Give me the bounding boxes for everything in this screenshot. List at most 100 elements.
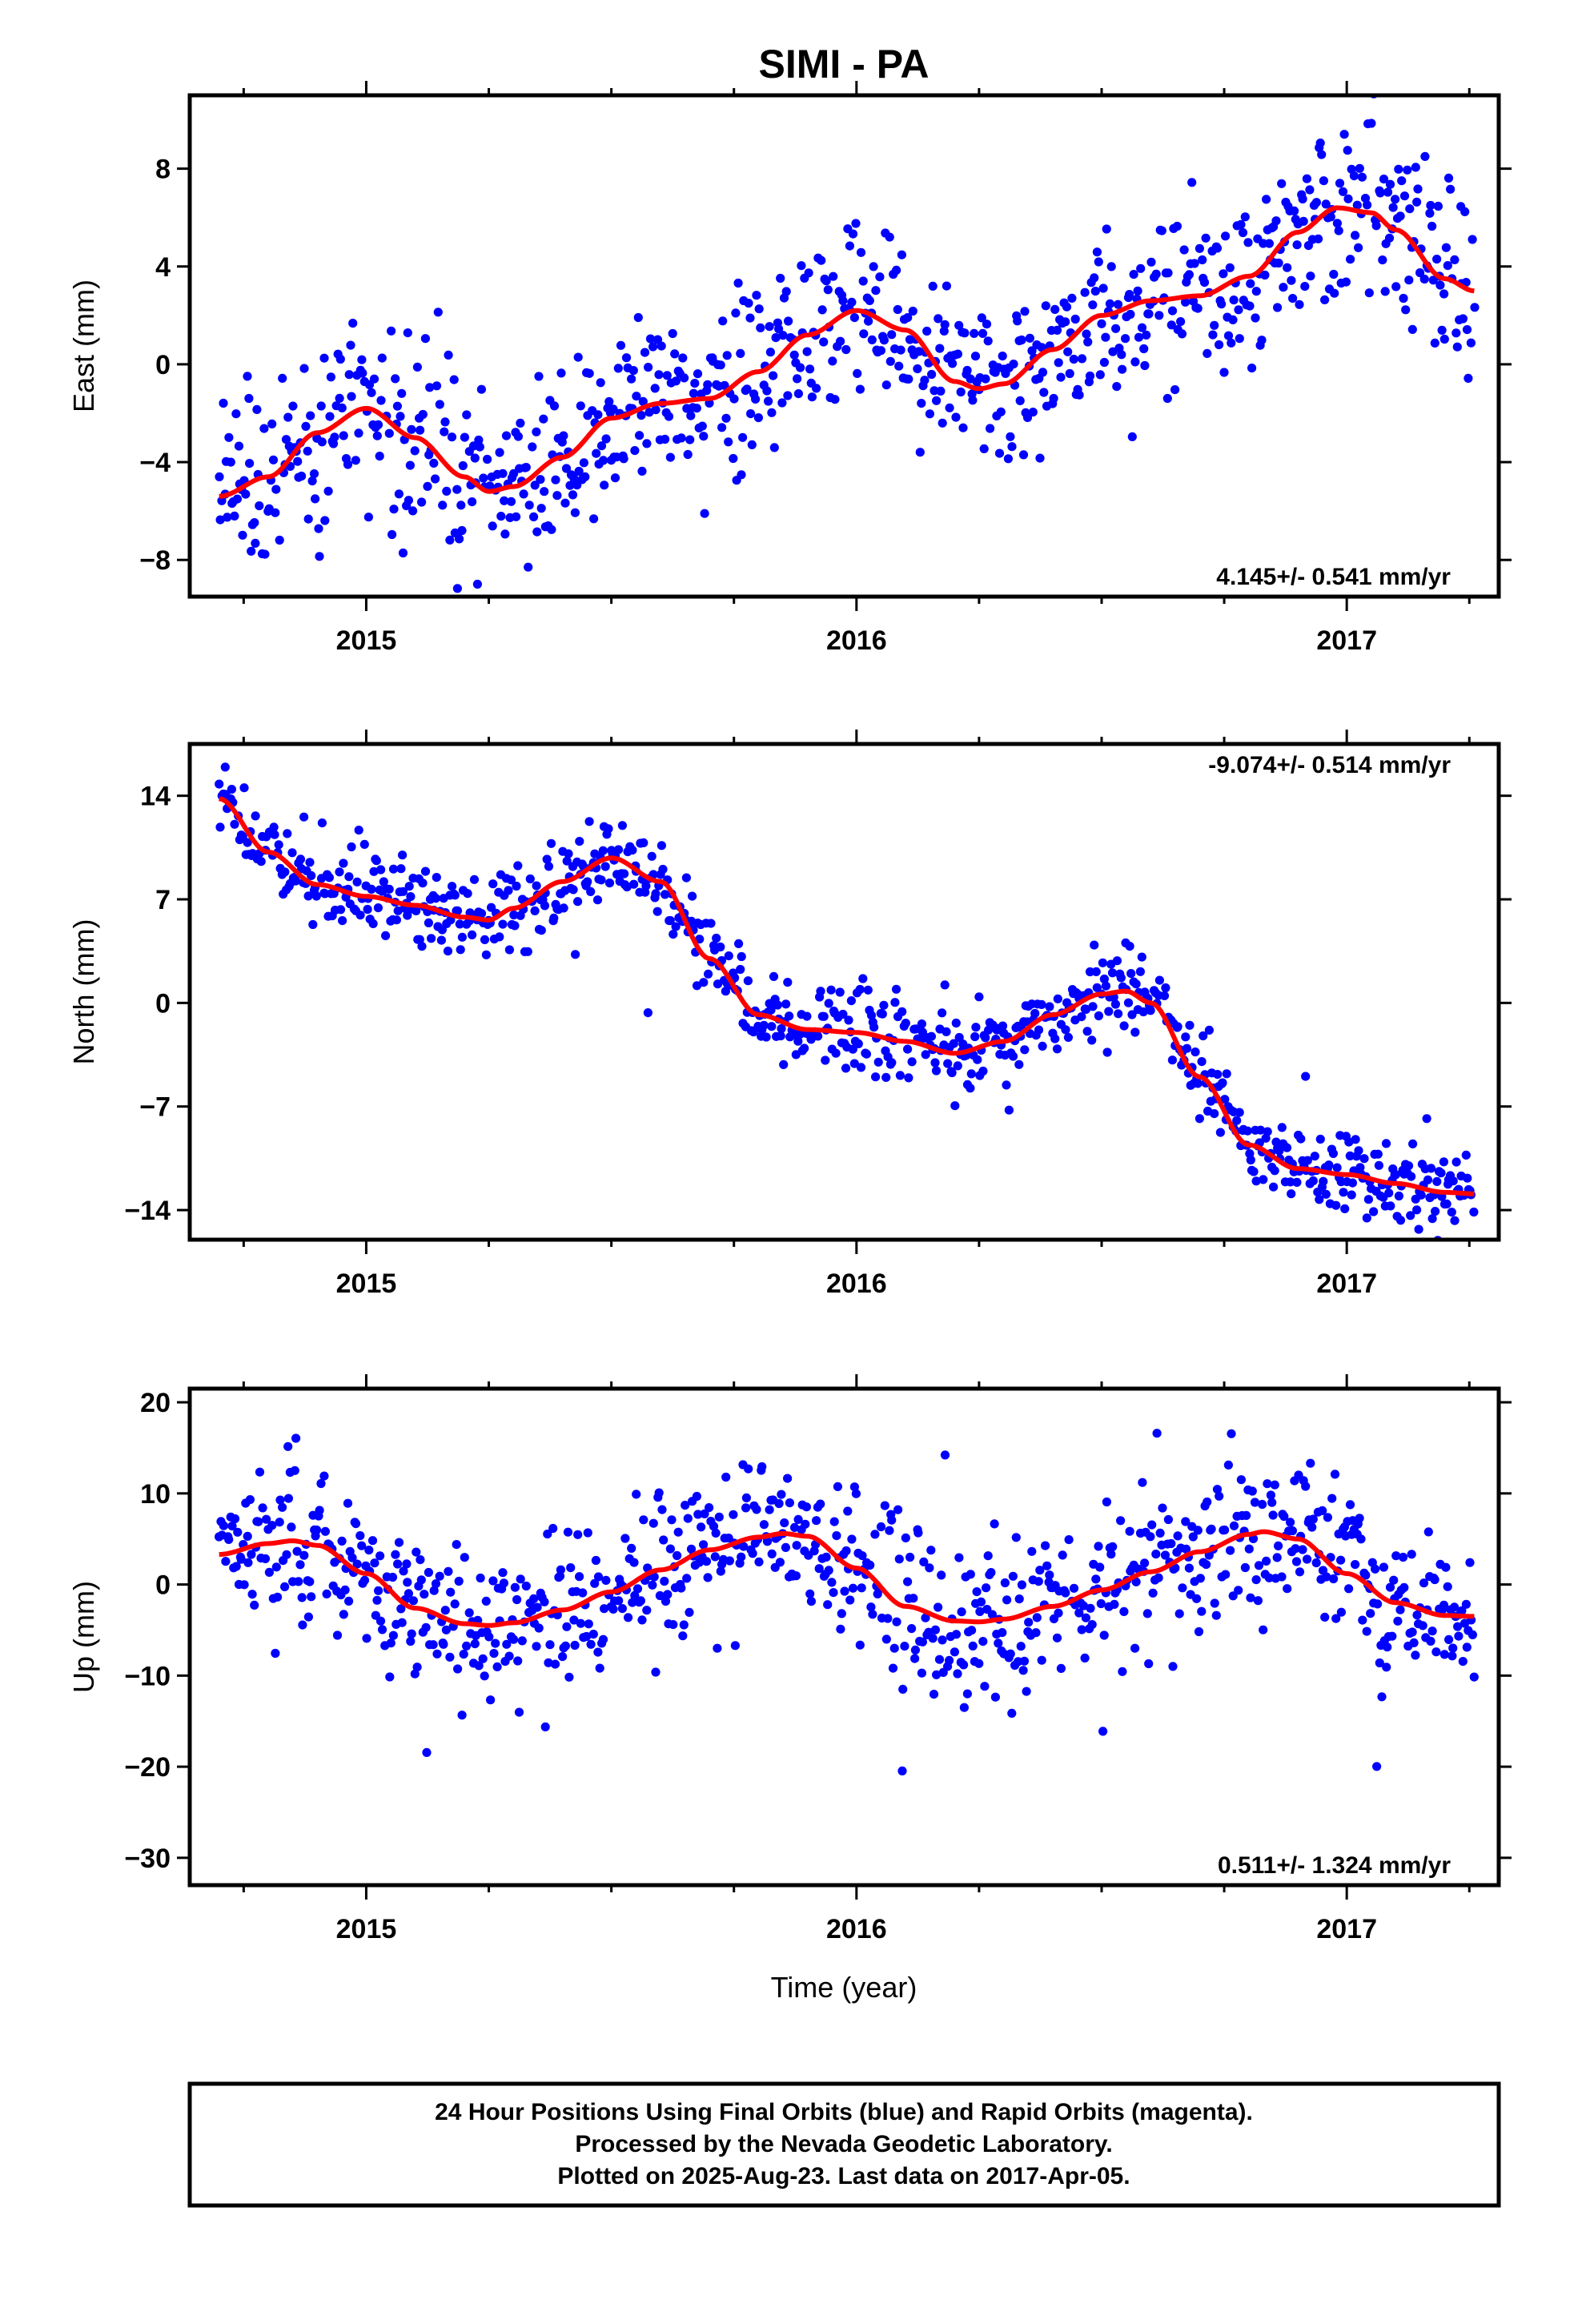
east-point: [226, 457, 235, 467]
north-y-tick-label: −14: [124, 1196, 171, 1226]
north-point: [542, 854, 552, 864]
up-point: [420, 1590, 429, 1599]
up-point: [1439, 1600, 1449, 1610]
north-point: [1412, 1205, 1422, 1215]
east-point: [1085, 371, 1095, 381]
east-point: [372, 431, 382, 440]
north-point: [938, 1008, 947, 1018]
up-point: [1272, 1553, 1282, 1562]
up-point: [636, 1596, 646, 1606]
east-point: [375, 452, 384, 461]
north-point: [564, 849, 573, 858]
up-point: [1450, 1602, 1460, 1612]
north-point: [476, 909, 487, 919]
east-point: [661, 434, 670, 444]
up-point: [521, 1581, 531, 1591]
east-point: [700, 509, 709, 518]
east-point: [1167, 306, 1178, 316]
east-point: [455, 534, 464, 544]
east-point: [506, 497, 516, 506]
up-point: [928, 1634, 938, 1643]
up-point: [1303, 1554, 1312, 1564]
east-point: [600, 480, 609, 490]
east-point: [830, 395, 840, 404]
up-point: [569, 1615, 579, 1625]
up-point: [754, 1557, 764, 1566]
east-point: [1260, 270, 1270, 280]
north-point: [1092, 983, 1102, 992]
up-point: [388, 1630, 398, 1640]
east-point: [1397, 176, 1407, 186]
east-point: [1311, 198, 1321, 207]
up-point: [1008, 1571, 1018, 1581]
east-y-tick-label: 4: [155, 252, 171, 283]
north-point: [1249, 1167, 1259, 1176]
east-point: [1367, 119, 1376, 128]
east-point: [245, 459, 255, 468]
up-point: [930, 1625, 940, 1634]
up-point: [934, 1602, 943, 1612]
east-point: [1354, 243, 1363, 252]
up-point: [649, 1572, 659, 1582]
up-point: [620, 1534, 630, 1543]
east-point: [804, 268, 813, 278]
east-point: [1426, 200, 1435, 211]
east-point: [433, 308, 443, 317]
north-point: [1381, 1139, 1391, 1148]
north-point: [1461, 1150, 1471, 1160]
east-point: [777, 398, 787, 408]
east-point: [255, 501, 264, 511]
east-point: [986, 424, 995, 433]
up-point: [275, 1518, 284, 1527]
east-point: [1157, 226, 1166, 235]
north-point: [766, 1005, 776, 1015]
up-point: [377, 1625, 387, 1634]
up-point: [876, 1522, 886, 1532]
east-point: [1154, 311, 1164, 320]
north-point: [1363, 1195, 1373, 1204]
up-point: [721, 1472, 731, 1482]
up-point: [1210, 1598, 1219, 1608]
up-point: [829, 1588, 838, 1598]
east-point: [1247, 364, 1257, 373]
north-point: [1331, 1200, 1341, 1210]
up-point: [544, 1658, 553, 1667]
north-point: [947, 1068, 957, 1078]
east-point: [1411, 163, 1420, 172]
footer-line-orbits: 24 Hour Positions Using Final Orbits (bl…: [435, 2099, 1253, 2125]
east-y-tick-label: 0: [155, 350, 171, 380]
east-point: [1298, 194, 1307, 204]
east-point: [592, 448, 601, 458]
east-point: [613, 364, 623, 373]
north-point: [463, 889, 472, 899]
up-point: [582, 1631, 592, 1642]
up-point: [1244, 1544, 1254, 1554]
up-point: [584, 1619, 593, 1629]
east-point: [1419, 274, 1429, 284]
north-point: [1246, 1155, 1255, 1165]
north-point: [1301, 1072, 1311, 1081]
up-point: [412, 1663, 422, 1672]
north-point: [656, 841, 667, 850]
north-point: [1102, 1047, 1112, 1057]
east-point: [637, 466, 647, 476]
east-point: [1443, 173, 1454, 183]
up-point: [657, 1505, 667, 1514]
up-point: [1061, 1588, 1070, 1598]
east-point: [1082, 329, 1091, 339]
north-point: [1090, 940, 1099, 950]
up-point: [951, 1630, 962, 1639]
chart-title: SIMI - PA: [759, 42, 930, 86]
north-point: [704, 969, 713, 979]
up-point: [291, 1433, 301, 1443]
up-point: [322, 1589, 331, 1598]
north-point: [970, 1031, 980, 1042]
up-point: [1220, 1525, 1230, 1535]
north-point: [488, 879, 498, 889]
east-point: [560, 498, 570, 508]
north-point: [1167, 1055, 1177, 1065]
east-point: [913, 364, 922, 374]
up-point: [1407, 1627, 1417, 1637]
up-point: [499, 1578, 509, 1588]
